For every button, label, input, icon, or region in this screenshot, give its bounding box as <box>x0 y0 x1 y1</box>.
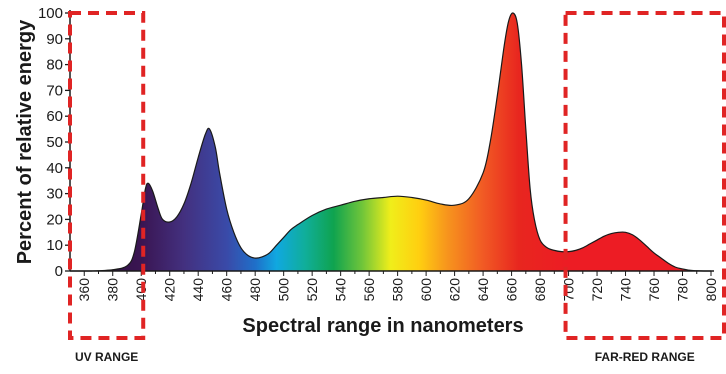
y-tick-label: 10 <box>46 237 63 254</box>
y-tick-label: 70 <box>46 82 63 99</box>
y-tick-label: 40 <box>46 160 63 177</box>
spectrum-line <box>69 12 711 272</box>
area-layer <box>69 12 711 272</box>
x-tick-label: 620 <box>447 278 463 302</box>
x-tick-label: 660 <box>504 278 520 302</box>
y-tick-label: 30 <box>46 186 63 203</box>
x-tick-label: 700 <box>561 278 577 302</box>
x-tick-label: 440 <box>190 278 206 302</box>
region-box <box>68 11 146 340</box>
x-tick-label: 380 <box>105 278 121 302</box>
x-tick-label: 480 <box>247 278 263 302</box>
region-layer: UV RANGE FAR-RED RANGE <box>68 11 726 364</box>
y-tick-label: 90 <box>46 31 63 48</box>
x-axis-label: Spectral range in nanometers <box>242 315 523 337</box>
x-tick-label: 520 <box>304 278 320 302</box>
y-tick-layer: 0 10 20 30 40 50 60 70 80 90 100 <box>38 5 70 280</box>
y-tick-label: 80 <box>46 57 63 74</box>
x-tick-label: 680 <box>532 278 548 302</box>
y-tick-label: 20 <box>46 211 63 228</box>
x-tick-label: 460 <box>219 278 235 302</box>
x-tick-label: 720 <box>589 278 605 302</box>
region-label: UV RANGE <box>75 350 138 364</box>
x-tick-label: 640 <box>475 278 491 302</box>
x-tick-label: 540 <box>333 278 349 302</box>
x-tick-label: 760 <box>646 278 662 302</box>
x-tick-label: 360 <box>76 278 92 302</box>
x-tick-layer: 360 380 400 420 440 460 480 500 520 540 560 580 600 6… <box>76 271 719 301</box>
y-tick-label: 60 <box>46 108 63 125</box>
spectrum-area <box>70 12 711 271</box>
region-label: FAR-RED RANGE <box>595 350 695 364</box>
y-axis-label: Percent of relative energy <box>14 19 36 264</box>
x-tick-label: 580 <box>390 278 406 302</box>
x-tick-label: 420 <box>162 278 178 302</box>
y-tick-label: 100 <box>38 5 63 22</box>
x-tick-label: 500 <box>276 278 292 302</box>
x-tick-label: 560 <box>361 278 377 302</box>
x-tick-label: 600 <box>418 278 434 302</box>
x-tick-label: 740 <box>618 278 634 302</box>
region-box <box>563 11 726 340</box>
x-tick-label: 780 <box>675 278 691 302</box>
x-tick-label: 800 <box>703 278 719 302</box>
y-tick-label: 0 <box>55 263 63 280</box>
y-tick-label: 50 <box>46 134 63 151</box>
